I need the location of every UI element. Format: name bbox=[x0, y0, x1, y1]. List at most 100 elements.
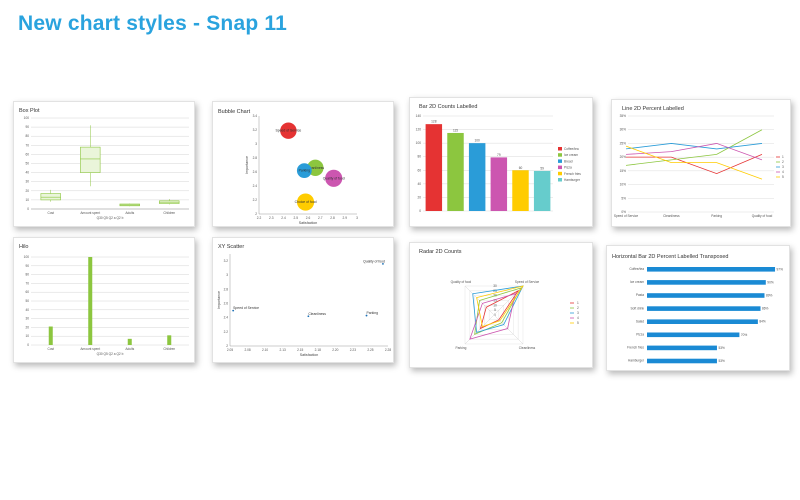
legend-swatch bbox=[558, 165, 562, 170]
bar bbox=[447, 132, 464, 211]
x-tick-label: 2.20 bbox=[332, 348, 338, 352]
horizontal-bar-card[interactable]: Horizontal Bar 2D Percent Labelled Trans… bbox=[606, 245, 790, 371]
bar bbox=[647, 280, 766, 285]
y-tick-label: 50 bbox=[25, 299, 29, 303]
legend-swatch bbox=[558, 178, 562, 182]
y-tick-label: 2.8 bbox=[224, 287, 229, 291]
radial-tick-label: 10 bbox=[493, 303, 497, 307]
legend-label: French fries bbox=[564, 172, 581, 176]
series-line bbox=[625, 143, 763, 150]
bar-value-label: 90% bbox=[767, 280, 774, 284]
y-tick-label: 60 bbox=[417, 168, 421, 172]
x-tick-label: Children bbox=[163, 347, 175, 351]
legend-label: 3 bbox=[782, 165, 784, 169]
y-tick-label: 120 bbox=[416, 128, 422, 132]
y-tick-label: Ice cream bbox=[630, 280, 644, 284]
y-tick-label: 40 bbox=[417, 182, 421, 186]
legend-label: 4 bbox=[782, 170, 784, 174]
y-tick-label: 80 bbox=[25, 134, 29, 138]
series-line bbox=[625, 145, 763, 180]
y-tick-label: Pizza bbox=[636, 333, 644, 337]
y-tick-label: 2.2 bbox=[253, 198, 258, 202]
y-tick-label: 30 bbox=[25, 317, 29, 321]
bar bbox=[425, 124, 443, 211]
x-tick-label: 2.05 bbox=[227, 348, 233, 352]
legend-label: Coffee/tea bbox=[564, 147, 579, 151]
x-tick-label: 2.28 bbox=[385, 348, 391, 352]
bubble-chart-card[interactable]: Bubble Chart 2 2.2 2.4 2.6 2.8 3 3.2 3.4 2.2 2.3 2.… bbox=[212, 101, 394, 227]
bar-value-label: 86% bbox=[762, 307, 769, 311]
x-tick-label: 3 bbox=[356, 216, 358, 220]
y-tick-label: 25% bbox=[620, 141, 627, 145]
x-tick-label: Amount spent bbox=[80, 347, 100, 351]
y-tick-label: 2.2 bbox=[224, 330, 229, 334]
radar-card[interactable]: Radar 2D Counts 0 5 10 15 20 25 30 Quality of fo… bbox=[409, 242, 593, 368]
legend-label: 1 bbox=[782, 155, 784, 159]
y-tick-label: 2 bbox=[226, 344, 228, 348]
line-2d-card[interactable]: Line 2D Percent Labelled 0% 5% 10% 15% 20% 25%… bbox=[611, 99, 791, 227]
legend-label: 2 bbox=[782, 160, 784, 164]
bar bbox=[48, 326, 53, 345]
y-tick-label: 20 bbox=[417, 195, 421, 199]
y-tick-label: 10 bbox=[25, 334, 29, 338]
y-tick-label: 20 bbox=[25, 325, 29, 329]
radar-axis-label: Cleanliness bbox=[519, 346, 536, 350]
bubble bbox=[325, 169, 343, 187]
series-line bbox=[626, 154, 763, 175]
hilo-chart: Hilo 0 10 20 30 40 50 60 70 80 90 100 Cost Amount spe… bbox=[19, 244, 189, 356]
legend-label: 2 bbox=[577, 306, 579, 310]
y-tick-label: 15% bbox=[620, 169, 627, 173]
line-2d-chart: Line 2D Percent Labelled 0% 5% 10% 15% 20% 25%… bbox=[614, 106, 784, 218]
x-tick-label: Parking bbox=[711, 214, 722, 218]
y-tick-label: 2 bbox=[255, 212, 257, 216]
x-tick-label: 2.6 bbox=[306, 216, 311, 220]
legend-swatch bbox=[558, 147, 562, 151]
bar bbox=[127, 338, 132, 345]
series-polygon bbox=[476, 285, 524, 328]
bar-value-label: 89% bbox=[766, 294, 773, 298]
y-tick-label: 40 bbox=[25, 308, 29, 312]
y-tick-label: 3 bbox=[226, 273, 228, 277]
box-plot-card[interactable]: Box Plot 0 10 20 30 40 50 60 70 80 90 100 Cost Amount… bbox=[13, 101, 195, 227]
chart-title: Radar 2D Counts bbox=[419, 249, 462, 255]
x-tick-label: 2.15 bbox=[297, 348, 303, 352]
y-tick-label: 60 bbox=[25, 290, 29, 294]
y-tick-label: 0% bbox=[621, 210, 626, 214]
x-tick-label: Quality of food bbox=[752, 214, 773, 218]
chart-title: Box Plot bbox=[19, 108, 40, 114]
bar bbox=[647, 345, 717, 351]
bar bbox=[647, 306, 761, 311]
y-tick-label: 100 bbox=[24, 255, 30, 259]
bar-2d-chart: Bar 2D Counts Labelled 0 20 40 60 80 100 120 140… bbox=[416, 104, 582, 213]
x-tick-label: 2.23 bbox=[350, 348, 356, 352]
y-tick-label: 20% bbox=[620, 155, 627, 159]
bar-value-label: 100 bbox=[475, 139, 481, 143]
y-tick-label: Coffee/tea bbox=[629, 267, 644, 271]
x-tick-label: 2.10 bbox=[262, 348, 268, 352]
bar-value-label: 70% bbox=[741, 333, 748, 337]
bar bbox=[533, 170, 551, 211]
box-plot-chart: Box Plot 0 10 20 30 40 50 60 70 80 90 100 Cost Amount… bbox=[19, 108, 189, 220]
y-tick-label: 70 bbox=[25, 143, 29, 147]
legend-swatch bbox=[558, 159, 562, 163]
bar-value-label: 59 bbox=[540, 166, 544, 170]
series-line bbox=[625, 129, 763, 166]
chart-title: Bubble Chart bbox=[218, 109, 251, 115]
y-tick-label: 2.4 bbox=[253, 184, 258, 188]
x-tick-label: 2.25 bbox=[367, 348, 373, 352]
chart-title: Bar 2D Counts Labelled bbox=[419, 104, 477, 110]
xy-scatter-card[interactable]: XY Scatter 2 2.2 2.4 2.6 2.8 3 3.2 2.05 2.08 2.10 2… bbox=[212, 237, 394, 363]
series-polygon bbox=[472, 285, 524, 333]
x-tick-label: Cost bbox=[47, 347, 54, 351]
bar bbox=[490, 157, 508, 211]
bar-2d-card[interactable]: Bar 2D Counts Labelled 0 20 40 60 80 100 120 140… bbox=[409, 97, 593, 227]
bubble-label: Parking bbox=[299, 169, 311, 173]
hilo-card[interactable]: Hilo 0 10 20 30 40 50 60 70 80 90 100 Cost Amount spe… bbox=[13, 237, 195, 363]
bar bbox=[647, 332, 740, 338]
page-title: New chart styles - Snap 11 bbox=[18, 12, 287, 35]
x-tick-label: 2.3 bbox=[269, 216, 274, 220]
y-tick-label: Salad bbox=[636, 319, 644, 323]
bubble-label: Choice of food bbox=[295, 200, 317, 204]
y-tick-label: Pasta bbox=[636, 293, 644, 297]
radar-axis-label: Speed of Service bbox=[515, 280, 540, 284]
